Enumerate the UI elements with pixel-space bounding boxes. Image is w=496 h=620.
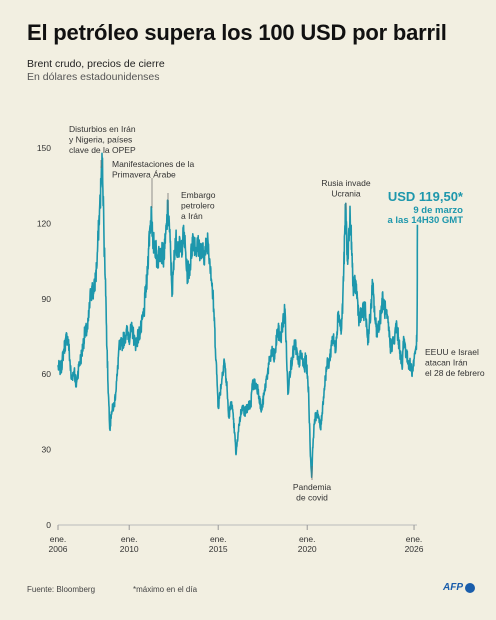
x-tick-label: 2020 [298, 544, 317, 554]
annotation-covid: Pandemia [293, 482, 332, 492]
x-tick-label: ene. [50, 534, 67, 544]
chart-subtitle: Brent crudo, precios de cierre [27, 58, 165, 70]
annotation-us-israel: atacan Irán [425, 358, 468, 368]
brent-price-line [57, 152, 419, 478]
afp-logo-text: AFP [443, 582, 463, 593]
annotation-iran-embargo: Embargo [181, 190, 216, 200]
annotation-iran-embargo: a Irán [181, 211, 203, 221]
y-tick-label: 30 [42, 445, 52, 455]
y-tick-label: 0 [46, 520, 51, 530]
afp-logo-dot-icon [465, 582, 475, 593]
x-tick-label: ene. [299, 534, 316, 544]
x-tick-label: ene. [121, 534, 138, 544]
footnote: *máximo en el día [133, 585, 198, 594]
annotation-covid: de covid [296, 493, 328, 503]
x-tick-label: 2010 [120, 544, 139, 554]
annotation-iran-embargo: petrolero [181, 201, 215, 211]
y-tick-label: 90 [42, 294, 52, 304]
units-label: En dólares estadounidenses [27, 71, 160, 83]
y-tick-label: 120 [37, 218, 51, 228]
annotation-ukraine: Ucrania [331, 189, 361, 199]
highlight-date: 9 de marzo [413, 205, 463, 216]
x-tick-label: ene. [210, 534, 227, 544]
annotation-ukraine: Rusia invade [321, 178, 370, 188]
annotation-iran-nigeria: Disturbios en Irán [69, 124, 136, 134]
y-tick-label: 150 [37, 143, 51, 153]
x-tick-label: 2006 [49, 544, 68, 554]
x-tick-label: 2015 [209, 544, 228, 554]
x-tick-label: 2026 [405, 544, 424, 554]
highlight-time: a las 14H30 GMT [387, 215, 463, 226]
annotation-us-israel: el 28 de febrero [425, 368, 485, 378]
y-axis: 0 30 60 90 120 150 [37, 143, 51, 530]
y-tick-label: 60 [42, 369, 52, 379]
source-note: Fuente: Bloomberg [27, 585, 96, 594]
chart-title: El petróleo supera los 100 USD por barri… [27, 20, 447, 45]
afp-logo: AFP [443, 582, 475, 593]
annotation-arab-spring: Primavera Árabe [112, 170, 176, 180]
highlight-value: USD 119,50* [388, 189, 464, 204]
annotation-arab-spring: Manifestaciones de la [112, 159, 194, 169]
annotation-iran-nigeria: y Nigeria, países [69, 135, 132, 145]
annotation-us-israel: EEUU e Israel [425, 347, 479, 357]
annotation-iran-nigeria: clave de la OPEP [69, 145, 136, 155]
x-tick-label: ene. [406, 534, 423, 544]
